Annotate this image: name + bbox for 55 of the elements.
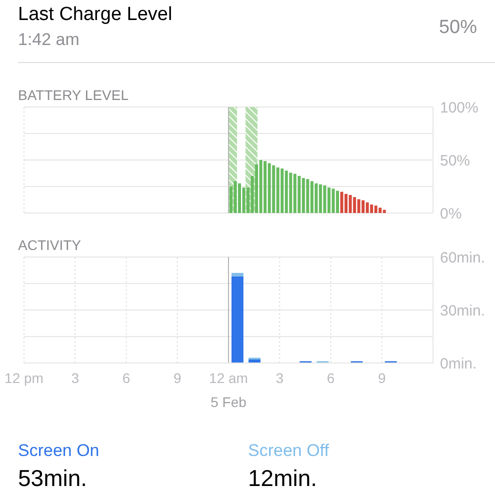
bar xyxy=(370,204,374,213)
text: 1:42 am xyxy=(18,30,80,50)
bar xyxy=(276,167,280,213)
bar xyxy=(362,200,365,213)
bar xyxy=(382,210,386,213)
x-tick-label: 3 xyxy=(276,370,284,386)
bar xyxy=(264,161,267,213)
bar xyxy=(344,194,348,213)
ref-line-label: 5 Feb xyxy=(210,394,247,410)
x-tick-label: 6 xyxy=(122,370,130,386)
bar xyxy=(272,165,276,213)
bar xyxy=(242,188,246,213)
x-tick-label: 3 xyxy=(71,370,80,386)
bar xyxy=(366,202,369,213)
bar xyxy=(259,160,262,213)
bar xyxy=(357,199,360,213)
bar xyxy=(293,174,296,213)
bar xyxy=(374,206,378,213)
x-tick-label: 12 am xyxy=(209,370,248,386)
text: 12min. xyxy=(248,464,318,492)
bar xyxy=(306,179,310,213)
bar xyxy=(268,163,271,213)
bar xyxy=(353,197,356,213)
x-tick-label: 9 xyxy=(173,370,182,386)
bar xyxy=(302,178,305,213)
y-tick-label: 60min. xyxy=(440,249,486,266)
text: Last Charge Level xyxy=(18,4,172,26)
bar xyxy=(284,170,288,213)
bar xyxy=(348,194,352,213)
bar xyxy=(298,176,301,213)
text: Screen Off xyxy=(248,441,329,461)
text: Screen On xyxy=(18,441,100,461)
bar xyxy=(336,190,339,213)
bar xyxy=(280,168,284,213)
bar xyxy=(323,185,326,213)
x-tick-label: 6 xyxy=(326,370,335,386)
bar xyxy=(314,183,318,213)
bar xyxy=(318,184,322,213)
bar xyxy=(255,164,258,213)
bar xyxy=(289,172,292,213)
chart-title: ACTIVITY xyxy=(18,237,82,253)
x-tick-label: 12 pm xyxy=(4,370,44,386)
bar xyxy=(238,183,242,213)
y-tick-label: 30min. xyxy=(440,302,486,320)
y-tick-label: 0% xyxy=(440,205,462,222)
text: 53min. xyxy=(18,464,88,492)
bar xyxy=(340,192,344,213)
bar xyxy=(327,188,330,213)
x-tick-label: 9 xyxy=(378,370,386,386)
y-tick-label: 100% xyxy=(440,99,478,116)
bar xyxy=(310,181,314,213)
bar xyxy=(378,208,382,213)
y-tick-label: 50% xyxy=(440,152,470,170)
y-tick-label: 0min. xyxy=(440,355,477,372)
chart-title: BATTERY LEVEL xyxy=(18,87,128,103)
